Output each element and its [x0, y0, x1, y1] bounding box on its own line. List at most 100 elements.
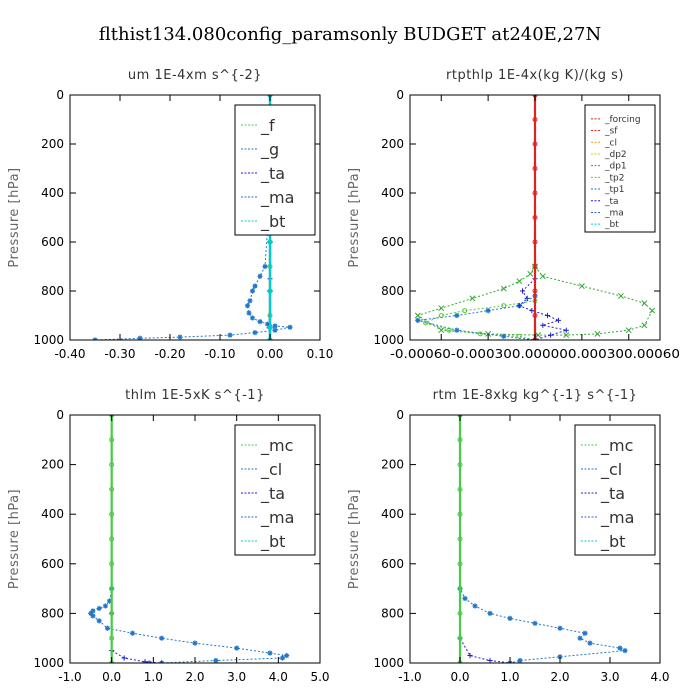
- panel-1-ytick-label: 600: [41, 235, 64, 249]
- panel-2-series-dp1-point: [641, 300, 648, 307]
- panel-1-series-bt-point: [266, 238, 274, 246]
- panel-2-ytick-label: 800: [381, 284, 404, 298]
- panel-1-series-g-point: [252, 283, 258, 289]
- panel-4-xtick-label: 3.0: [600, 670, 619, 684]
- panel-3-legend-ma-label: _ma: [260, 508, 294, 528]
- panel-4-series-ta-point: [487, 657, 493, 663]
- panel-2-series-forcing-point: [532, 141, 538, 147]
- panel-3-xtick-label: 1.0: [144, 670, 163, 684]
- panel-1-legend-bt-label: _bt: [260, 212, 285, 232]
- panel-2-series-dp1-point: [641, 322, 648, 329]
- panel-1-legend-ma-label: _ma: [260, 188, 294, 208]
- panel-3-series-cl-point: [279, 655, 286, 661]
- panel-4-series-mc-point: [457, 635, 463, 641]
- panel-3-series-cl-point: [106, 598, 113, 604]
- panel-4-legend-mc-label: _mc: [600, 436, 633, 456]
- panel-1-series-g-point: [249, 288, 256, 294]
- panel-3-series-ta-line: [111, 415, 162, 663]
- panel-4-series-mc-point: [457, 486, 463, 492]
- panel-1-xtick-label: -0.40: [54, 347, 85, 361]
- panel-3-series-cl-point: [104, 625, 111, 631]
- panel-4-legend: _mc _cl _ta _ma _bt: [574, 424, 656, 556]
- panel-2-legend-sf-label: _sf: [604, 127, 618, 137]
- panel-2-ytick-label: 1000: [373, 333, 404, 347]
- panel-2-series-ta-point: [524, 295, 530, 301]
- panel-4-ytick-label: 200: [381, 458, 404, 472]
- panel-3-series-cl-point: [102, 603, 109, 609]
- panel-4-series-mc-point: [457, 437, 463, 443]
- panel-4: rtm 1E-8xkg kg^{-1} s^{-1} Pressure [hPa]…: [347, 388, 670, 684]
- panel-3-series-mc-point: [109, 462, 115, 468]
- panel-3-series-cl-point: [213, 657, 219, 663]
- panel-1-xtick-label: 0.00: [257, 347, 284, 361]
- panel-3-legend-ta-label: _ta: [260, 484, 285, 504]
- panel-1-series-g-point: [227, 332, 233, 338]
- panel-2-legend-tp1-label: _tp1: [604, 185, 624, 195]
- panel-4-series-ta-line: [459, 415, 511, 663]
- panel-2-series-tp2-point: [423, 320, 429, 326]
- panel-2-series-tp2-point: [501, 303, 507, 309]
- panel-2-legend: _forcing _sf_cl _dp2 _dp1_tp2 _tp1 _ta_ma _bt: [584, 104, 656, 233]
- panel-2-series-ta-point: [540, 322, 546, 328]
- panel-4-series-cl-point: [487, 610, 493, 616]
- panel-2-legend-bt-label: _bt: [604, 220, 619, 230]
- panel-3-xtick-label: 2.0: [185, 670, 204, 684]
- panel-3-series-mc-point: [109, 586, 115, 592]
- panel-4-series-cl-point: [622, 648, 628, 654]
- panel-4-xtick-label: -1.0: [398, 670, 421, 684]
- panel-2-series-dp1-point: [500, 285, 507, 292]
- panel-2-series-dp1-point: [527, 270, 534, 277]
- panel-2-legend-box: [584, 104, 656, 233]
- panel-3-series-cl-point: [284, 652, 290, 659]
- panel-3-series-cl-point: [90, 613, 96, 619]
- panel-1-legend: _f _g _ta _ma _bt: [234, 104, 316, 236]
- panel-3-legend-cl-label: _cl: [260, 460, 282, 480]
- panel-1-series-g-point: [247, 298, 253, 304]
- panel-2-series-dp1-point: [578, 283, 585, 290]
- panel-2-series-ta-point: [519, 288, 526, 294]
- panel-3-legend: _mc _cl _ta _ma _bt: [234, 424, 316, 556]
- panel-3-ytick-label: 600: [41, 557, 64, 571]
- panel-4-series-ta-point: [467, 652, 473, 659]
- panel-4-series-mc-point: [457, 586, 463, 592]
- panel-4-ytick-label: 600: [381, 557, 404, 571]
- panel-4-legend-cl-label: _cl: [600, 460, 622, 480]
- panel-2-legend-cl-label: _cl: [604, 138, 617, 148]
- panel-3-series-mc-point: [109, 610, 115, 616]
- panel-3-series-cl-point: [192, 640, 198, 646]
- panel-1-ylabel: Pressure [hPa]: [7, 167, 22, 267]
- panel-2-series-ta-point: [548, 332, 554, 338]
- panel-3-series-ta-point: [159, 660, 165, 663]
- panel-3-series-cl-point: [129, 630, 136, 636]
- panel-2-series-dp1-point: [625, 327, 632, 334]
- panel-4-legend-ta-label: _ta: [600, 484, 625, 504]
- panel-1-series-bt-point: [266, 324, 274, 332]
- panel-2-series-forcing-point: [532, 313, 538, 318]
- panel-2-series-tp1-point: [501, 333, 507, 339]
- panel-3-series-mc-point: [109, 486, 115, 492]
- panel-1-ytick-label: 200: [41, 137, 64, 151]
- panel-3: thlm 1E-5xK s^{-1} Pressure [hPa] -1.0 0.0 1…: [7, 388, 330, 684]
- panel-1-series-g-point: [257, 273, 263, 279]
- panel-2-series-dp1-point: [469, 295, 476, 302]
- panel-2-series-tp1-point: [454, 327, 460, 333]
- panel-4-title: rtm 1E-8xkg kg^{-1} s^{-1}: [433, 388, 638, 403]
- panel-2-title: rtpthlp 1E-4x(kg K)/(kg s): [446, 68, 624, 83]
- panel-2-series-ta-point: [544, 312, 551, 319]
- panel-4-xtick-label: 4.0: [650, 670, 669, 684]
- panel-2-xtick-labels: -0.00060-0.000300.000000.000300.00060: [390, 347, 680, 361]
- panel-4-series-cl-line: [459, 415, 627, 663]
- panel-3-series-cl-point: [234, 645, 240, 651]
- panel-2-legend-tp2-label: _tp2: [604, 173, 624, 183]
- panel-4-series-cl-point: [462, 595, 468, 602]
- panel-2-legend-ma-label: _ma: [604, 208, 624, 218]
- panel-1-legend-box: [234, 104, 316, 236]
- panel-2-series-ta-point: [563, 327, 569, 333]
- panel-3-xtick-label: 0.0: [102, 670, 121, 684]
- panel-1: um 1E-4xm s^{-2} Pressure [hPa] -0.40 -0.30…: [7, 68, 333, 361]
- panel-3-ylabel: Pressure [hPa]: [7, 489, 22, 589]
- panel-1-ytick-label: 0: [56, 88, 64, 102]
- panel-4-frame: [409, 414, 661, 664]
- panel-2-series-dp1-point: [438, 327, 445, 334]
